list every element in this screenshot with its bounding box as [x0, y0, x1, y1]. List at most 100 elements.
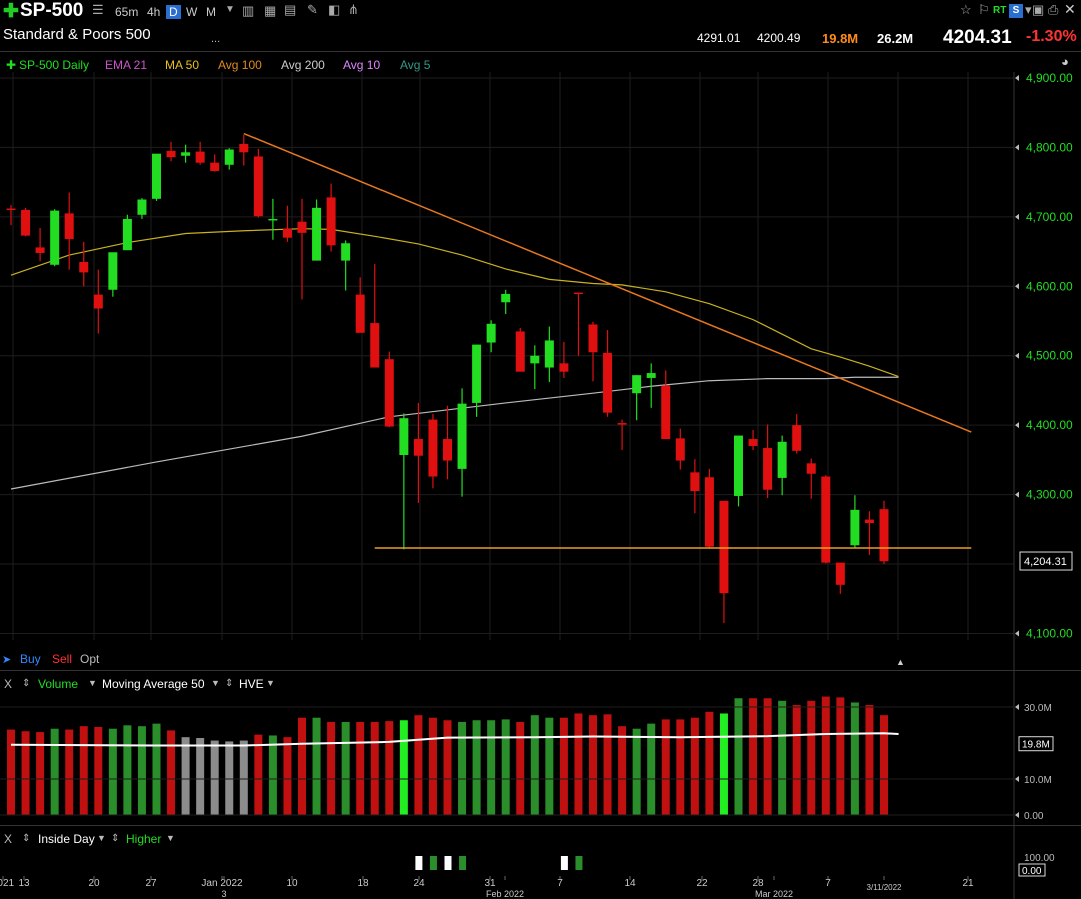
ind-current-box: [1018, 863, 1046, 877]
date-label: 31: [484, 878, 496, 889]
date-label: 10: [286, 878, 298, 889]
ma50-dropdown-icon[interactable]: ▼: [211, 678, 220, 688]
tf-monthly[interactable]: M: [206, 5, 216, 19]
timeframe-dropdown-icon[interactable]: ▼: [225, 4, 235, 15]
hve-move-icon[interactable]: ⇕: [225, 678, 234, 689]
bar-chart-icon[interactable]: ▦: [264, 3, 277, 18]
legend-item-avg200[interactable]: Avg 200: [281, 58, 325, 72]
volume-bar: [50, 728, 59, 815]
higher-move-icon[interactable]: ⇕: [111, 833, 120, 844]
expand-arrow-icon[interactable]: ▲: [896, 657, 905, 667]
volume-bar: [36, 732, 45, 815]
volume-bar: [792, 705, 801, 815]
share-icon[interactable]: ⋔: [348, 2, 359, 17]
add-symbol-icon[interactable]: ✚: [3, 1, 19, 22]
last-price-label: 4,204.31: [1024, 556, 1067, 568]
flag-icon[interactable]: ⚐: [978, 2, 990, 17]
volume-dropdown-icon[interactable]: ▼: [88, 678, 97, 688]
candle-body: [108, 252, 118, 290]
dropdown-arrow-icon[interactable]: ▾: [1025, 2, 1032, 17]
legend-item-avg100[interactable]: Avg 100: [218, 58, 262, 72]
close-icon[interactable]: ✕: [1064, 1, 1076, 17]
volume-bar: [210, 740, 219, 815]
candle-body: [457, 403, 467, 469]
candle-body: [122, 218, 132, 251]
candle-body: [646, 373, 656, 378]
legend-item-ema21[interactable]: EMA 21: [105, 58, 148, 72]
volume-bar: [778, 700, 787, 815]
date-label: 28: [752, 878, 764, 889]
tf-daily[interactable]: D: [166, 5, 181, 19]
price-tick-label: 4,300.00: [1026, 488, 1073, 502]
print-icon[interactable]: ⎙: [1048, 2, 1059, 17]
trade-arrow-icon[interactable]: ➤: [2, 654, 12, 666]
avg-volume-value: 26.2M: [877, 31, 914, 46]
candle-body: [850, 509, 860, 546]
candle-body: [864, 519, 874, 524]
candle-body: [588, 324, 598, 353]
symbol-label[interactable]: SP-500: [20, 0, 84, 21]
candle-body: [603, 352, 613, 413]
hve-label[interactable]: HVE: [239, 677, 264, 691]
date-label: Feb 2022: [486, 889, 524, 899]
tf-4h[interactable]: 4h: [147, 5, 161, 19]
candle-body: [413, 439, 423, 456]
candle-body: [617, 423, 627, 425]
tf-weekly[interactable]: W: [186, 5, 198, 19]
volume-bar: [21, 731, 30, 815]
low-value: 4200.49: [757, 31, 801, 45]
legend-chart-icon[interactable]: ✚: [6, 58, 17, 72]
draw-pencil-icon[interactable]: ✎: [307, 2, 318, 17]
inside-day-dropdown-icon[interactable]: ▼: [97, 833, 106, 843]
legend-item-ma50[interactable]: MA 50: [165, 58, 200, 72]
volume-bar: [181, 737, 190, 815]
calculator-icon[interactable]: ▤: [284, 2, 297, 17]
options-button[interactable]: Opt: [80, 652, 100, 666]
legend-item-avg10[interactable]: Avg 10: [343, 58, 381, 72]
sell-button[interactable]: Sell: [52, 652, 73, 666]
candle-body: [6, 208, 16, 211]
list-icon[interactable]: ☰: [92, 2, 104, 17]
inside-day-label[interactable]: Inside Day: [38, 832, 95, 846]
candle-body: [428, 419, 438, 477]
move-icon[interactable]: ⇕: [22, 678, 31, 689]
volume-bar: [7, 729, 15, 815]
save-icon[interactable]: ▣: [1032, 2, 1045, 17]
legend-item-avg5[interactable]: Avg 5: [400, 58, 431, 72]
layers-icon[interactable]: ◧: [328, 2, 341, 17]
candle-body: [93, 294, 103, 309]
volume-bar: [268, 735, 277, 815]
ma50-volume-label[interactable]: Moving Average 50: [102, 677, 205, 691]
candle-body: [297, 221, 307, 233]
volume-bar: [137, 726, 146, 815]
indicator-panel-close[interactable]: X: [4, 832, 13, 846]
candle-body: [282, 228, 292, 238]
higher-label[interactable]: Higher: [126, 832, 162, 846]
chart-style-icon[interactable]: ▥: [242, 3, 255, 18]
volume-bar: [618, 726, 627, 815]
candle-body: [443, 439, 452, 461]
volume-bar: [632, 728, 641, 815]
candle-body: [734, 435, 743, 496]
date-label: 24: [413, 878, 425, 889]
candle-body: [239, 143, 249, 153]
legend-item-series[interactable]: SP-500 Daily: [19, 58, 90, 72]
volume-bar: [719, 713, 728, 815]
tf-65m[interactable]: 65m: [115, 5, 139, 19]
volume-bar: [414, 715, 423, 815]
volume-bar: [734, 698, 743, 815]
volume-indicator-label[interactable]: Volume: [38, 677, 79, 691]
signal-bar: [459, 856, 467, 870]
volume-bar: [690, 717, 699, 815]
favorite-star-icon[interactable]: ☆: [960, 2, 972, 17]
buy-button[interactable]: Buy: [20, 652, 41, 666]
hve-dropdown-icon[interactable]: ▼: [266, 678, 275, 688]
higher-dropdown-icon[interactable]: ▼: [166, 833, 175, 843]
inside-day-move-icon[interactable]: ⇕: [22, 833, 31, 844]
volume-bar: [559, 717, 568, 815]
palette-icon[interactable]: ◕: [1061, 54, 1069, 69]
volume-panel-close[interactable]: X: [4, 677, 13, 691]
volume-bar: [94, 727, 103, 815]
s-badge[interactable]: S: [1009, 4, 1023, 18]
